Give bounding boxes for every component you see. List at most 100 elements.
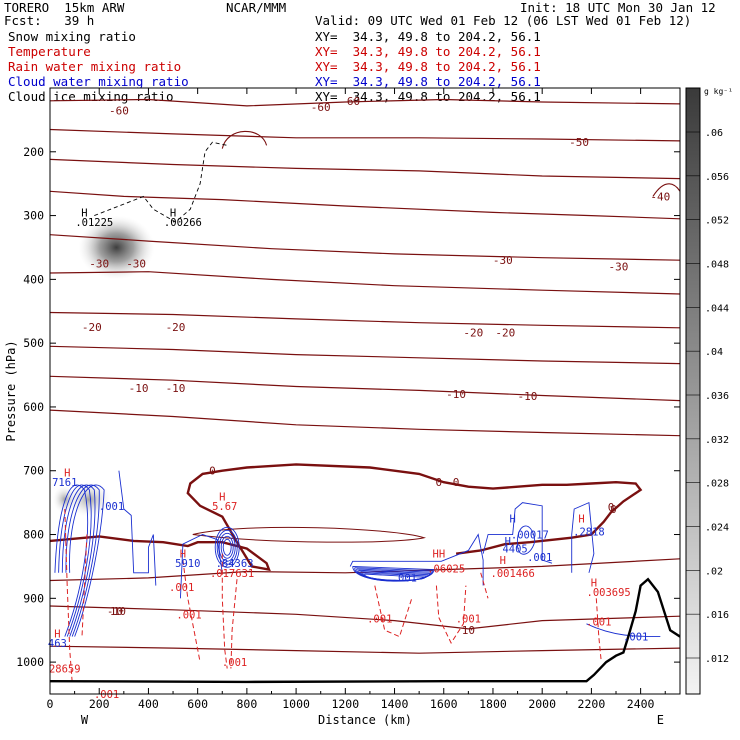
contour-annotation-34: .2818	[573, 526, 605, 538]
colorbar	[685, 87, 701, 695]
temperature-contour-upper-wiggle	[221, 130, 268, 149]
temperature-label-7-1: 10	[462, 624, 475, 637]
contour-annotation-36: .003695	[587, 587, 631, 599]
contour-annotation-21: .001	[392, 572, 417, 584]
temperature-label-4-2: -20	[463, 326, 483, 339]
cloud-water-contour-mid-a	[179, 534, 223, 599]
temperature-contour-10	[50, 558, 680, 582]
field-name-rain: Rain water mixing ratio	[8, 59, 182, 74]
cloud-water-contour-west-2	[61, 484, 96, 637]
cloud-water-contour-west-3	[65, 484, 100, 637]
valid-time: Valid: 09 UTC Wed 01 Feb 12 (06 LST Wed …	[315, 13, 692, 28]
contour-annotation-3: .00266	[164, 217, 202, 229]
contour-annotation-12: .017631	[210, 568, 254, 580]
x-tick-label-1: 200	[89, 697, 110, 711]
y-tick-label-1: 300	[23, 209, 44, 223]
cloud-water-ring-0	[214, 526, 240, 568]
x-tick-label-6: 1200	[331, 697, 359, 711]
colorbar-label-12: .012	[705, 654, 729, 665]
rain-water-contour-8	[595, 598, 602, 663]
temperature-contour-4	[50, 234, 680, 261]
contour-annotation-15: .001	[222, 657, 247, 669]
contour-annotation-28: H	[509, 514, 515, 526]
cloud-water-contour-central-outer	[349, 533, 484, 586]
temperature-label-5-3: -10	[517, 390, 537, 403]
temperature-contour-east-wiggle	[652, 183, 680, 197]
temperature-contour-mid-loop	[192, 526, 426, 543]
temperature-label-0-1: -60	[311, 101, 331, 114]
field-name-snow: Snow mixing ratio	[8, 29, 136, 44]
contour-annotation-27: .001466	[491, 568, 535, 580]
field-xy-cloud-ice: XY= 34.3, 49.8 to 204.2, 56.1	[315, 89, 541, 104]
colorbar-label-0: .06	[705, 128, 723, 139]
cloud-water-contour-west-0	[54, 484, 89, 637]
y-tick-label-6: 800	[23, 528, 44, 542]
temperature-label-5-1: -10	[166, 382, 186, 395]
colorbar-label-8: .028	[705, 479, 729, 490]
cloud-water-contour-west-1	[58, 484, 92, 637]
east-endpoint-label: E	[657, 713, 664, 727]
x-tick-label-2: 400	[138, 697, 159, 711]
cloud-water-contour-east-b	[516, 525, 536, 555]
forecast-hour: Fcst: 39 h	[4, 13, 95, 28]
cloud-water-ring-1	[216, 529, 238, 565]
contour-annotation-17: 463	[48, 638, 67, 650]
rain-water-contour-7	[480, 572, 489, 599]
temperature-contour-9	[50, 409, 680, 437]
temperature-contour-0	[50, 98, 680, 107]
colorbar-label-3: .048	[705, 260, 729, 271]
colorbar-label-4: .044	[705, 303, 729, 314]
contour-annotation-0: H	[81, 207, 87, 219]
temperature-label-3-2: -30	[493, 254, 513, 267]
y-tick-label-7: 900	[23, 591, 44, 605]
field-xy-rain: XY= 34.3, 49.8 to 204.2, 56.1	[315, 59, 541, 74]
y-tick-label-8: 1000	[16, 655, 44, 669]
temperature-label-4-3: -20	[495, 326, 515, 339]
contour-annotation-20: -10	[107, 606, 126, 618]
contour-annotation-16: H	[54, 628, 60, 640]
field-xy-snow: XY= 34.3, 49.8 to 204.2, 56.1	[315, 29, 541, 44]
colorbar-label-9: .024	[705, 523, 729, 534]
contour-annotation-6: .001	[99, 501, 124, 513]
contour-annotation-19: .001	[94, 689, 119, 701]
contour-annotation-39: 0	[610, 504, 616, 516]
temperature-contour-12	[50, 645, 680, 654]
cloud-water-contour-central-6	[364, 573, 426, 581]
y-tick-label-0: 200	[23, 145, 44, 159]
y-tick-label-5: 700	[23, 464, 44, 478]
colorbar-label-7: .032	[705, 435, 729, 446]
field-xy-temperature: XY= 34.3, 49.8 to 204.2, 56.1	[315, 44, 541, 59]
org-label: NCAR/MMM	[226, 0, 287, 15]
temperature-label-5-0: -10	[129, 382, 149, 395]
y-axis-label: Pressure (hPa)	[4, 340, 18, 441]
contour-annotation-9: H	[180, 549, 186, 561]
rain-water-contour-6	[435, 585, 467, 645]
contour-annotation-35: H	[591, 577, 597, 589]
contour-annotation-13: .001	[169, 582, 194, 594]
snow-maximum-shading	[78, 215, 155, 280]
temperature-contour-3	[50, 190, 680, 220]
field-xy-cloud-water: XY= 34.3, 49.8 to 204.2, 56.1	[315, 74, 541, 89]
temperature-label-6-2: 0	[453, 476, 460, 489]
colorbar-label-5: .04	[705, 347, 723, 358]
contour-annotation-18: 28659	[49, 663, 81, 675]
y-tick-label-4: 600	[23, 400, 44, 414]
temperature-label-6-1: 0	[436, 476, 443, 489]
temperature-label-3-3: -30	[609, 261, 629, 274]
colorbar-label-10: .02	[705, 566, 723, 577]
freezing-level-contour	[50, 463, 643, 572]
contour-annotation-22: HH	[433, 549, 446, 561]
contour-annotation-37: .001	[586, 616, 611, 628]
x-axis-label: Distance (km)	[318, 713, 412, 727]
cloud-water-contour-west-4	[69, 484, 105, 637]
x-tick-label-8: 1600	[430, 697, 458, 711]
cloud-water-contour-east-c	[571, 501, 595, 573]
contour-annotation-25: .001	[456, 614, 481, 626]
field-name-cloud-water: Cloud water mixing ratio	[8, 74, 189, 89]
temperature-label-0-2: -60	[340, 95, 360, 108]
contour-annotation-31: 4405	[502, 544, 527, 556]
rain-water-contour-1	[81, 534, 88, 637]
cloud-water-contour-east-a	[482, 502, 553, 564]
rain-water-contour-0	[64, 508, 73, 682]
contour-annotation-14: .001	[176, 609, 201, 621]
